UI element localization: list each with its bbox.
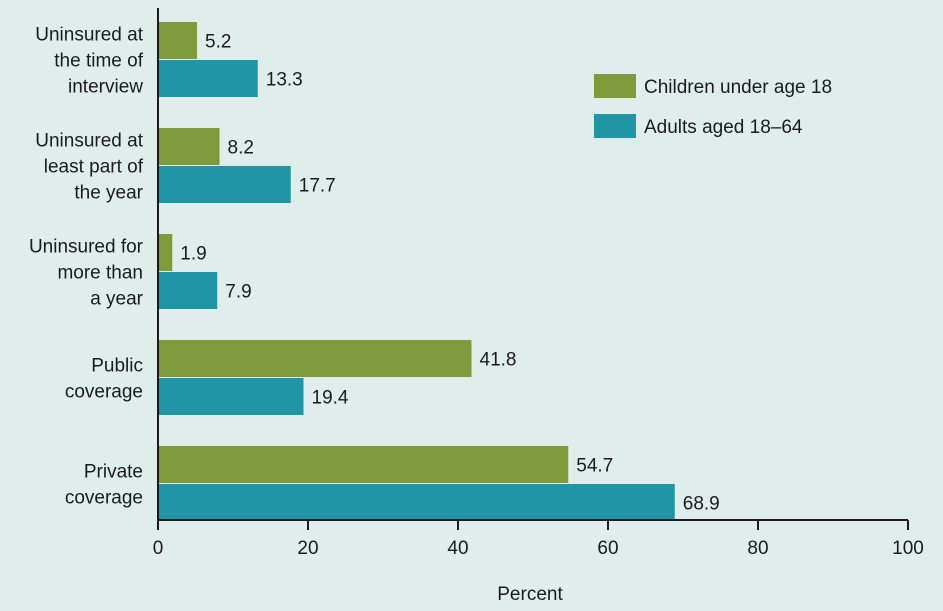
value-label: 19.4 (312, 388, 349, 409)
x-tick-label: 0 (153, 538, 164, 559)
legend-label: Children under age 18 (644, 77, 832, 98)
value-label: 54.7 (576, 456, 613, 477)
bar-adults-1 (158, 166, 291, 203)
x-axis-title: Percent (497, 584, 563, 605)
x-tick-label: 40 (447, 538, 468, 559)
bar-children-2 (158, 234, 173, 271)
value-label: 1.9 (180, 244, 206, 265)
bar-adults-0 (158, 60, 258, 97)
legend-swatch (594, 74, 636, 98)
value-label: 5.2 (205, 32, 231, 53)
bar-children-4 (158, 446, 569, 483)
category-label: Public coverage (65, 356, 143, 403)
value-label: 17.7 (299, 176, 336, 197)
category-label: Uninsured at least part of the year (35, 131, 143, 204)
x-axis: 0 20 40 60 80 100 Percent (153, 8, 924, 605)
category-label: Private coverage (65, 462, 143, 509)
value-label: 41.8 (480, 350, 517, 371)
value-label: 13.3 (266, 70, 303, 91)
bar-children-0 (158, 22, 197, 59)
value-label: 68.9 (683, 494, 720, 515)
legend-swatch (594, 114, 636, 138)
legend: Children under age 18 Adults aged 18–64 (594, 74, 832, 138)
category-label: Uninsured at the time of interview (35, 25, 143, 98)
category-label: Uninsured for more than a year (29, 237, 144, 310)
x-tick-label: 20 (297, 538, 318, 559)
value-label: 8.2 (228, 138, 254, 159)
bars-layer (158, 22, 675, 521)
bar-adults-3 (158, 378, 304, 415)
category-labels-layer: Uninsured at the time of interview Uninsure… (29, 25, 144, 509)
x-tick-label: 60 (597, 538, 618, 559)
bar-children-1 (158, 128, 220, 165)
x-tick-label: 80 (747, 538, 768, 559)
x-tick-label: 100 (892, 538, 924, 559)
value-label: 7.9 (225, 282, 251, 303)
value-labels-layer: 5.2 13.3 8.2 17.7 1.9 7.9 41.8 19.4 54.7 68.9 (180, 32, 719, 515)
bar-adults-4 (158, 484, 675, 521)
bar-children-3 (158, 340, 472, 377)
bar-adults-2 (158, 272, 218, 309)
legend-label: Adults aged 18–64 (644, 117, 803, 138)
